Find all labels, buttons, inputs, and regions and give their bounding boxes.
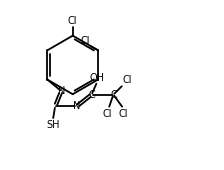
Text: SH: SH [46, 120, 60, 130]
Text: Cl: Cl [103, 109, 112, 119]
Text: C: C [88, 90, 95, 100]
Text: N: N [73, 101, 80, 111]
Text: Cl: Cl [123, 75, 132, 85]
Text: Cl: Cl [68, 16, 78, 27]
Text: OH: OH [89, 73, 104, 83]
Text: Cl: Cl [80, 36, 90, 46]
Text: N: N [58, 86, 65, 96]
Text: Cl: Cl [118, 109, 128, 119]
Text: C: C [110, 90, 117, 100]
